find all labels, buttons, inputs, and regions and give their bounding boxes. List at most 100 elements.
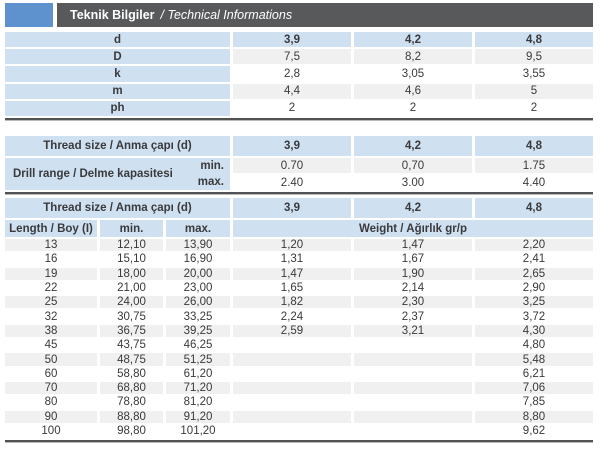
v2-cell: 3,55 <box>522 67 546 80</box>
length-cell: 38 <box>5 324 97 338</box>
w2-cell: 7,85 <box>522 396 546 409</box>
length-cell: 50 <box>5 353 97 366</box>
drill-min-value: 1.75 <box>475 158 593 174</box>
w2-cell: 2,90 <box>522 282 546 295</box>
w2-cell: 4,30 <box>475 324 593 338</box>
w0-cell <box>233 396 351 408</box>
length-cell: 25 <box>5 296 97 309</box>
max-cell: 23,00 <box>183 282 213 295</box>
drill-range-label: Drill range / Delme kapasitesi <box>13 168 173 181</box>
max-column-header: max. <box>166 220 230 237</box>
section-divider <box>5 192 593 195</box>
max-label: max. <box>197 176 224 189</box>
w0-cell <box>233 381 351 395</box>
v1-cell: 3,05 <box>401 67 425 80</box>
w2-cell: 3,72 <box>522 310 546 323</box>
min-cell: 68,80 <box>100 381 163 395</box>
w2-cell: 2,20 <box>475 239 593 252</box>
page-header: Teknik Bilgiler / Technical Informations <box>5 3 593 27</box>
min-cell: 18,00 <box>100 267 163 280</box>
length-cell: 100 <box>41 425 61 437</box>
section-divider <box>5 440 593 443</box>
v0-cell: 2 <box>288 102 296 115</box>
spec-header-value: 4,2 <box>354 32 472 48</box>
max-cell: 101,20 <box>180 425 216 437</box>
max-cell: 16,90 <box>183 253 213 266</box>
min-cell: 12,10 <box>100 239 163 252</box>
thread-size-header: Thread size / Anma çapı (d) <box>5 136 230 156</box>
section-title-english: / Technical Informations <box>160 8 293 22</box>
section-divider <box>5 118 593 121</box>
spec-table: d 3,9 4,2 4,8 D 7,5 8,2 9,5 k 2,8 3,05 3… <box>5 32 593 116</box>
max-cell: 26,00 <box>166 296 230 309</box>
w1-cell <box>354 410 472 423</box>
w1-cell <box>354 368 472 380</box>
min-cell: 15,10 <box>117 253 146 266</box>
thread-size-header: Thread size / Anma çapı (d) <box>5 198 230 218</box>
w2-cell: 4,80 <box>522 339 546 352</box>
drill-max-value: 3.00 <box>401 176 425 189</box>
v2-cell: 2 <box>530 102 538 115</box>
drill-min-value: 0,70 <box>354 158 472 174</box>
max-cell: 39,25 <box>166 324 230 338</box>
spec-header-value: 3,9 <box>233 32 351 48</box>
min-max-labels: min. max. <box>198 158 224 190</box>
w1-cell: 2,37 <box>401 310 425 323</box>
section-title-turkish: Teknik Bilgiler <box>70 8 155 22</box>
length-cell: 16 <box>44 253 58 266</box>
w0-cell: 1,20 <box>233 239 351 252</box>
max-cell: 91,20 <box>166 410 230 423</box>
length-cell: 90 <box>5 410 97 423</box>
drill-max-value: 4.40 <box>522 176 546 189</box>
v2-cell: 5 <box>475 83 593 99</box>
w2-cell: 7,06 <box>475 381 593 395</box>
min-cell: 24,00 <box>100 296 163 309</box>
w0-cell: 2,24 <box>280 310 304 323</box>
min-cell: 48,75 <box>100 353 163 366</box>
w2-cell: 2,65 <box>475 267 593 280</box>
brand-accent-square <box>5 3 53 27</box>
spec-header-label: d <box>5 32 230 48</box>
w1-cell <box>354 425 472 437</box>
v1-cell: 4,6 <box>354 83 472 99</box>
w0-cell: 1,47 <box>233 267 351 280</box>
v1-cell: 2 <box>409 102 417 115</box>
w0-cell <box>233 368 351 380</box>
w0-cell <box>233 425 351 437</box>
w0-cell <box>233 353 351 366</box>
label-cell: ph <box>5 100 230 116</box>
length-cell: 70 <box>5 381 97 395</box>
length-cell: 13 <box>5 239 97 252</box>
w1-cell: 3,21 <box>354 324 472 338</box>
w0-cell: 2,59 <box>233 324 351 338</box>
w1-cell <box>354 353 472 366</box>
max-cell: 71,20 <box>166 381 230 395</box>
max-cell: 13,90 <box>166 239 230 252</box>
max-cell: 33,25 <box>183 310 213 323</box>
max-cell: 51,25 <box>166 353 230 366</box>
length-column-header: Length / Boy (I) <box>5 220 97 237</box>
w2-cell: 3,25 <box>475 296 593 309</box>
length-cell: 19 <box>5 267 97 280</box>
thread-size-value: 4,2 <box>354 198 472 218</box>
spec-header-value: 4,8 <box>475 32 593 48</box>
min-cell: 36,75 <box>100 324 163 338</box>
w1-cell <box>354 339 472 351</box>
max-cell: 61,20 <box>183 367 213 380</box>
label-cell: D <box>5 49 230 65</box>
max-cell: 20,00 <box>166 267 230 280</box>
w2-cell: 2,41 <box>522 253 546 266</box>
thread-size-value: 3,9 <box>233 136 351 156</box>
drill-range-table: Thread size / Anma çapı (d) 3,9 4,2 4,8 … <box>5 136 593 191</box>
v1-cell: 8,2 <box>354 49 472 65</box>
w1-cell: 2,30 <box>354 296 472 309</box>
length-weight-table: Thread size / Anma çapı (d) 3,9 4,2 4,8 … <box>5 198 593 437</box>
length-cell: 32 <box>44 310 58 323</box>
w2-cell: 8,80 <box>475 410 593 423</box>
w0-cell: 1,31 <box>280 253 304 266</box>
w2-cell: 6,21 <box>522 367 546 380</box>
min-cell: 88,80 <box>100 410 163 423</box>
v0-cell: 2,8 <box>284 67 300 80</box>
w2-cell: 5,48 <box>475 353 593 366</box>
